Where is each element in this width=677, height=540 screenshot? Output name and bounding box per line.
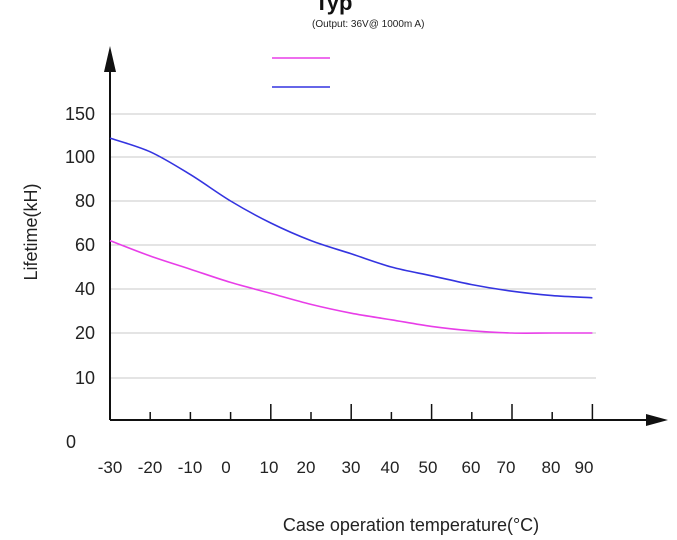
x-tick-label: -20 bbox=[138, 458, 163, 477]
x-tick-label: 70 bbox=[497, 458, 516, 477]
series-line-1 bbox=[109, 239, 593, 334]
chart-title: Typ bbox=[315, 0, 352, 15]
x-tick-label: 30 bbox=[342, 458, 361, 477]
legend bbox=[272, 57, 330, 88]
x-tick-label: 0 bbox=[221, 458, 230, 477]
x-tick-label: 80 bbox=[542, 458, 561, 477]
grid bbox=[110, 113, 596, 379]
origin-label: 0 bbox=[66, 432, 76, 452]
series-line-2 bbox=[109, 137, 593, 299]
y-tick-label: 20 bbox=[75, 323, 95, 343]
x-tick-label: -10 bbox=[178, 458, 203, 477]
x-tick-label: 50 bbox=[419, 458, 438, 477]
y-axis-title: Lifetime(kH) bbox=[21, 183, 41, 280]
x-ticks: -30 -20 -10 0 10 20 30 40 50 60 70 80 90 bbox=[98, 404, 594, 477]
y-tick-labels: 10 20 40 60 80 100 150 bbox=[65, 104, 95, 388]
x-tick-label: 90 bbox=[575, 458, 594, 477]
x-tick-label: -30 bbox=[98, 458, 123, 477]
y-tick-label: 40 bbox=[75, 279, 95, 299]
y-tick-label: 100 bbox=[65, 147, 95, 167]
chart-subtitle: (Output: 36V@ 1000m A) bbox=[312, 19, 424, 30]
x-tick-label: 20 bbox=[297, 458, 316, 477]
x-tick-label: 10 bbox=[260, 458, 279, 477]
x-axis-title: Case operation temperature(°C) bbox=[283, 515, 539, 535]
x-tick-label: 60 bbox=[462, 458, 481, 477]
x-axis-arrow bbox=[646, 414, 668, 426]
y-tick-label: 150 bbox=[65, 104, 95, 124]
series-lines bbox=[109, 137, 593, 334]
y-tick-label: 60 bbox=[75, 235, 95, 255]
y-tick-label: 10 bbox=[75, 368, 95, 388]
y-tick-label: 80 bbox=[75, 191, 95, 211]
x-tick-label: 40 bbox=[381, 458, 400, 477]
axes bbox=[104, 46, 668, 426]
y-axis-arrow bbox=[104, 46, 116, 72]
